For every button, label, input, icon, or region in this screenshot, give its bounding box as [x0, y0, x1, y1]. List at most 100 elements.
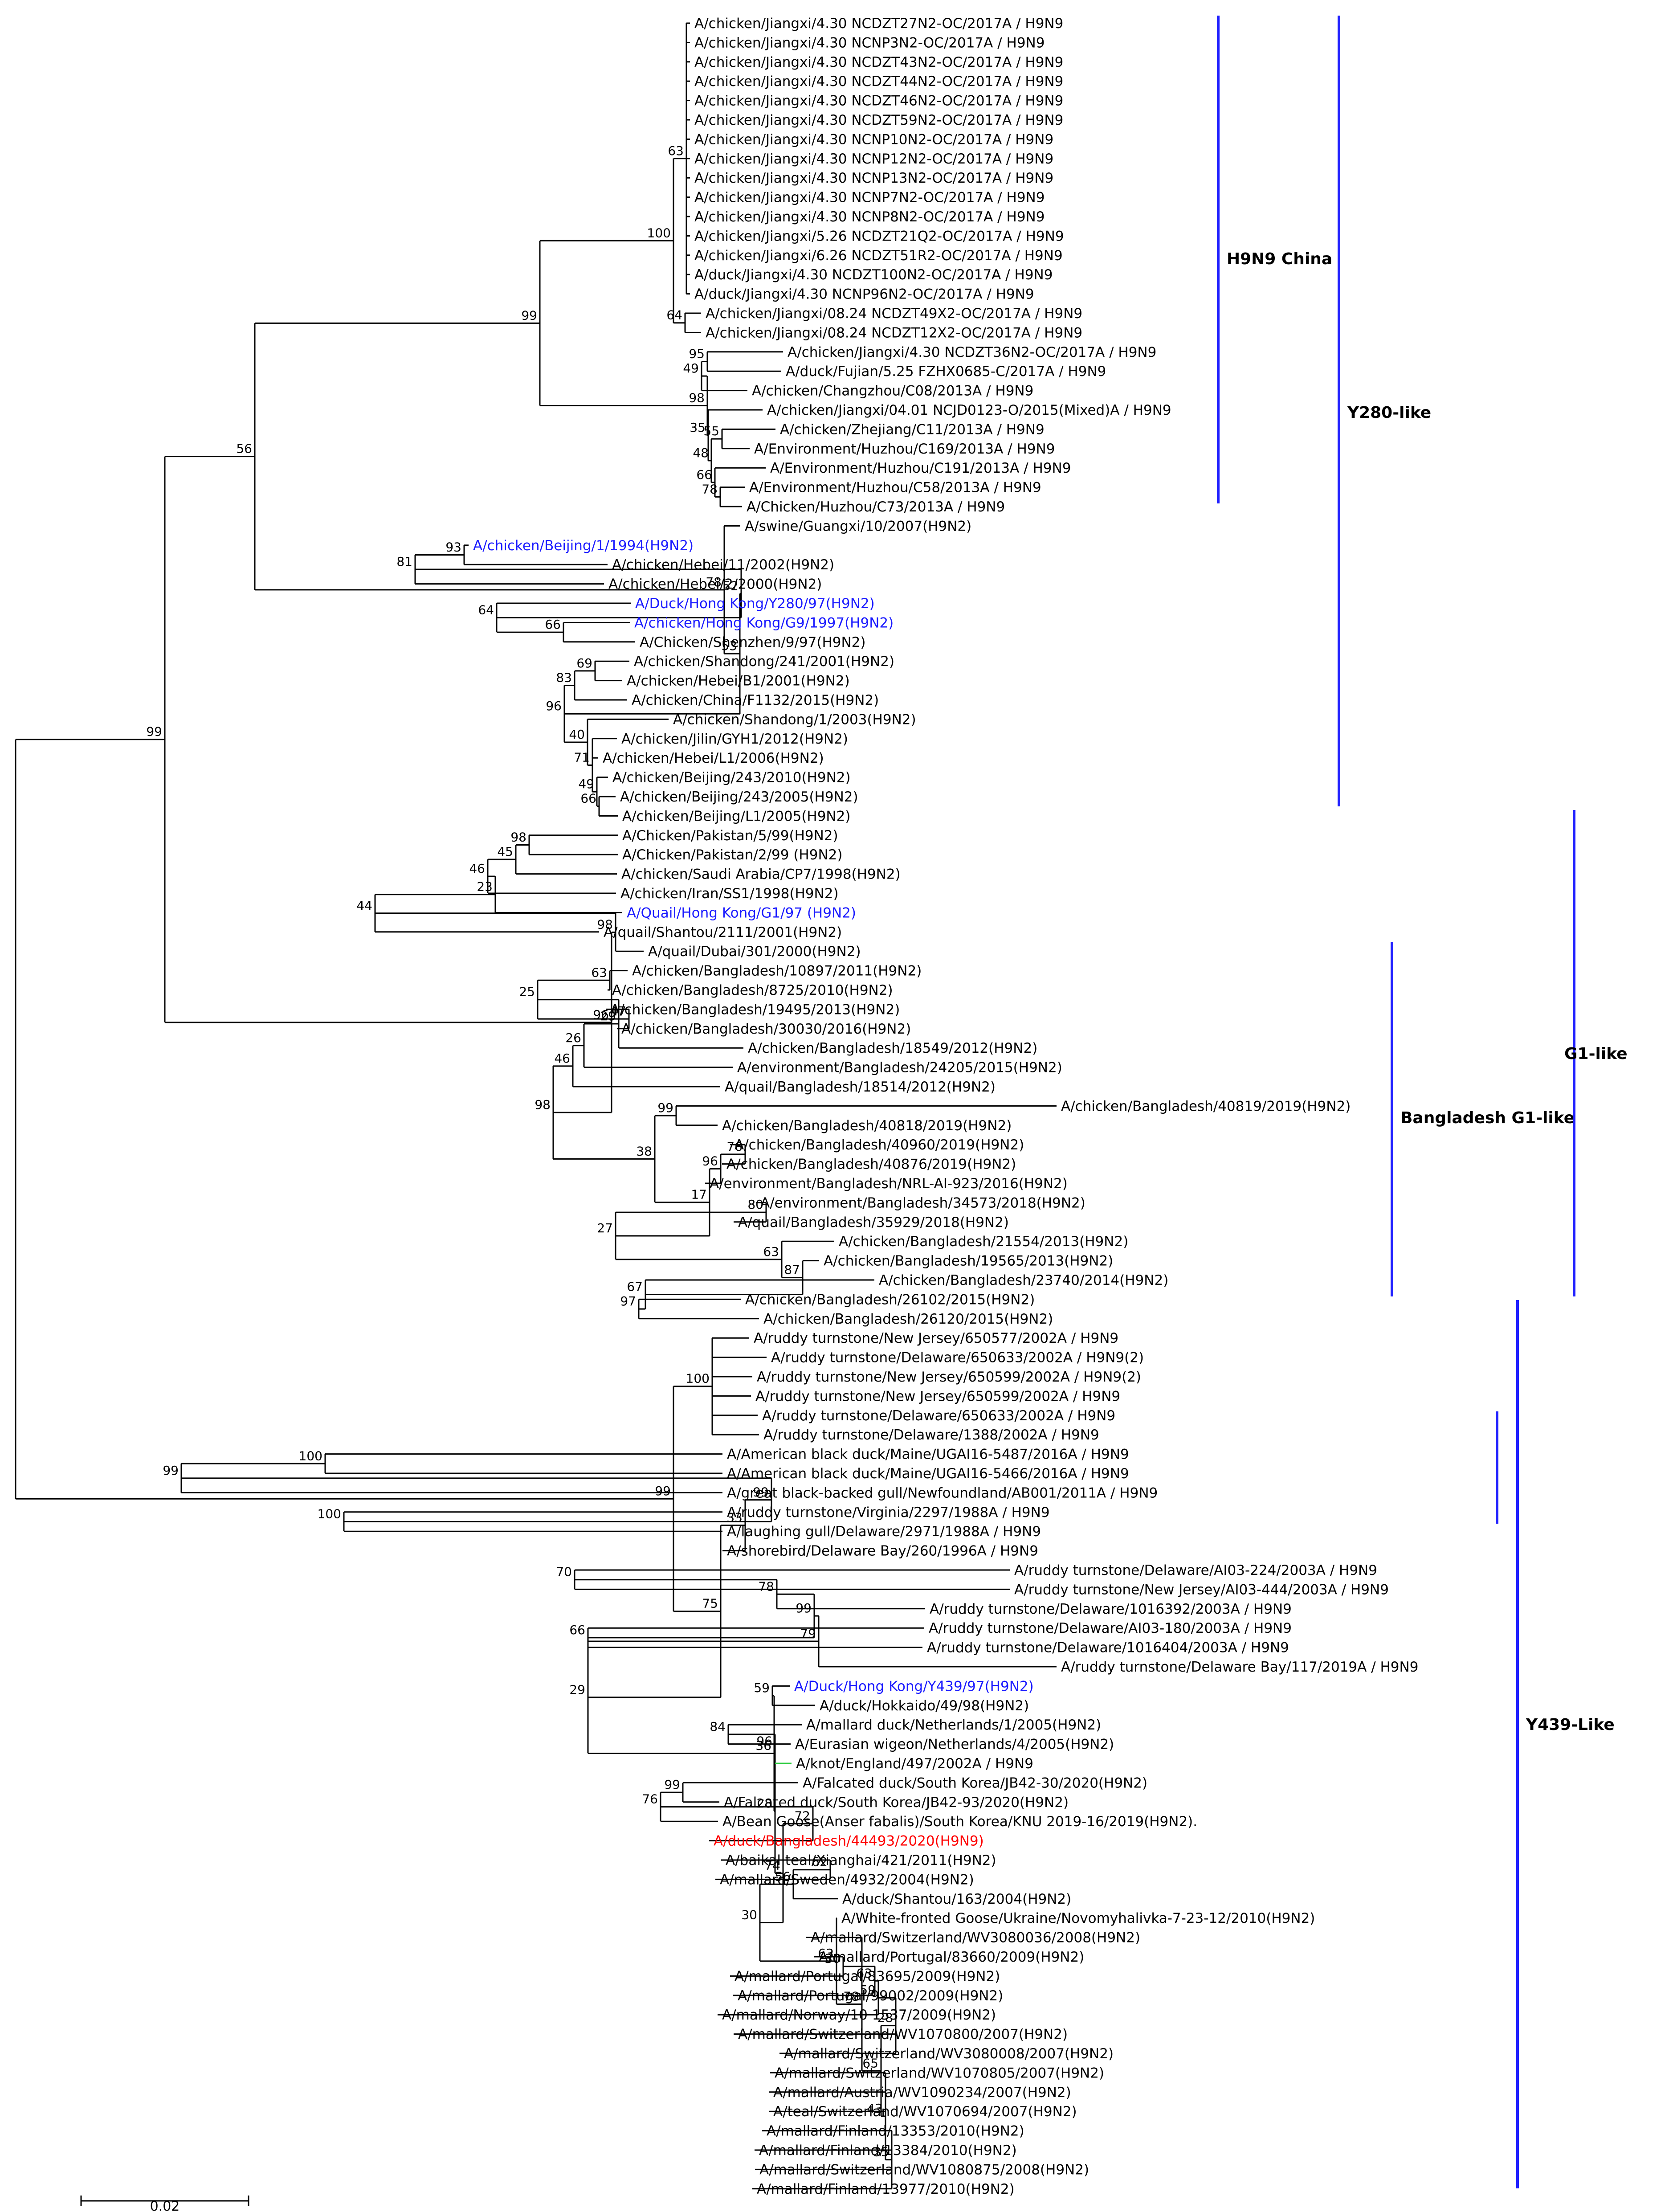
- bootstrap-value: 93: [445, 540, 461, 555]
- taxon-label: A/mallard/Portugal/83695/2009(H9N2): [734, 1968, 1000, 1984]
- bootstrap-value: 95: [689, 347, 705, 361]
- bootstrap-value: 99: [146, 724, 162, 739]
- taxon-label: A/chicken/Beijing/243/2010(H9N2): [612, 770, 851, 786]
- bootstrap-value: 99: [796, 1601, 812, 1615]
- taxon-label: A/chicken/Hebei/11/2002(H9N2): [612, 557, 834, 573]
- taxon-label: A/chicken/Jiangxi/4.30 NCNP10N2-OC/2017A…: [694, 131, 1053, 147]
- bootstrap-value: 40: [569, 727, 585, 742]
- bootstrap-value: 55: [703, 424, 719, 438]
- taxon-labels: A/chicken/Jiangxi/4.30 NCDZT27N2-OC/2017…: [473, 16, 1418, 2197]
- bootstrap-value: 98: [510, 830, 526, 845]
- bootstrap-value: 38: [636, 1144, 652, 1158]
- taxon-label: A/chicken/Hong Kong/G9/1997(H9N2): [634, 615, 894, 631]
- taxon-label: A/duck/Jiangxi/4.30 NCDZT100N2-OC/2017A …: [694, 267, 1053, 283]
- clade-label: G1-like: [1564, 1045, 1628, 1063]
- bootstrap-value: 35: [873, 2145, 889, 2159]
- taxon-label: A/chicken/Jiangxi/04.01 NCJD0123-O/2015(…: [767, 402, 1171, 418]
- taxon-label: A/great black-backed gull/Newfoundland/A…: [727, 1485, 1158, 1501]
- taxon-label: A/Chicken/Pakistan/2/99 (H9N2): [622, 847, 842, 863]
- taxon-label: A/Duck/Hong Kong/Y439/97(H9N2): [794, 1678, 1034, 1694]
- taxon-label: A/mallard duck/Netherlands/1/2005(H9N2): [806, 1717, 1101, 1733]
- bootstrap-value: 33: [726, 1510, 743, 1525]
- bootstrap-value: 47: [610, 1004, 626, 1018]
- taxon-label: A/chicken/Jiangxi/08.24 NCDZT49X2-OC/201…: [706, 306, 1082, 322]
- taxon-label: A/environment/Bangladesh/NRL-AI-923/2016…: [710, 1176, 1068, 1192]
- taxon-label: A/chicken/Jiangxi/4.30 NCNP7N2-OC/2017A …: [694, 190, 1045, 206]
- bootstrap-value: 99: [521, 308, 537, 323]
- bootstrap-value: 29: [569, 1682, 585, 1697]
- taxon-label: A/chicken/Bangladesh/26102/2015(H9N2): [745, 1292, 1035, 1308]
- bootstrap-value: 79: [800, 1626, 816, 1641]
- taxon-label: A/quail/Shantou/2111/2001(H9N2): [604, 924, 842, 940]
- bootstrap-value: 49: [683, 361, 699, 376]
- taxon-label: A/mallard/Austria/WV1090234/2007(H9N2): [773, 2085, 1071, 2101]
- bootstrap-value: 98: [535, 1097, 551, 1112]
- bootstrap-value: 63: [668, 143, 684, 158]
- taxon-label: A/chicken/Jiangxi/4.30 NCNP3N2-OC/2017A …: [694, 35, 1045, 51]
- bootstrap-value: 66: [569, 1623, 585, 1637]
- bootstrap-value: 87: [784, 1263, 800, 1277]
- taxon-label: A/chicken/Shandong/241/2001(H9N2): [634, 654, 894, 670]
- taxon-label: A/chicken/Jiangxi/4.30 NCDZT46N2-OC/2017…: [694, 93, 1063, 109]
- taxon-label: A/chicken/Jiangxi/4.30 NCNP8N2-OC/2017A …: [694, 209, 1045, 225]
- taxon-label: A/chicken/Bangladesh/40819/2019(H9N2): [1061, 1098, 1351, 1114]
- bootstrap-value: 56: [236, 442, 252, 456]
- bootstrap-value: 27: [597, 1221, 613, 1235]
- bootstrap-value: 80: [747, 1197, 763, 1212]
- bootstrap-value: 46: [469, 861, 485, 876]
- bootstrap-value: 63: [856, 1966, 872, 1980]
- bootstrap-value: 100: [299, 1448, 322, 1463]
- taxon-label: A/mallard/Finland/13384/2010(H9N2): [759, 2142, 1017, 2159]
- bootstrap-value: 65: [862, 2056, 878, 2070]
- bootstrap-value: 35: [690, 420, 706, 435]
- taxon-label: A/quail/Bangladesh/18514/2012(H9N2): [725, 1079, 996, 1095]
- taxon-label: A/mallard/Finland/13977/2010(H9N2): [757, 2181, 1015, 2197]
- bootstrap-value: 43: [867, 2101, 883, 2116]
- bootstrap-value: 46: [554, 1051, 570, 1066]
- bootstrap-value: 98: [597, 917, 613, 932]
- taxon-label: A/chicken/Saudi Arabia/CP7/1998(H9N2): [621, 867, 901, 883]
- taxon-label: A/duck/Hokkaido/49/98(H9N2): [820, 1698, 1029, 1714]
- taxon-label: A/environment/Bangladesh/24205/2015(H9N2…: [737, 1060, 1062, 1076]
- taxon-label: A/laughing gull/Delaware/2971/1988A / H9…: [727, 1524, 1041, 1540]
- taxon-label: A/mallard/Sweden/4932/2004(H9N2): [720, 1872, 974, 1888]
- taxon-label: A/mallard/Switzerland/WV3080036/2008(H9N…: [811, 1930, 1140, 1946]
- tree-branches: [15, 22, 1057, 2190]
- taxon-label: A/chicken/Jiangxi/6.26 NCDZT51R2-OC/2017…: [694, 248, 1063, 264]
- taxon-label: A/shorebird/Delaware Bay/260/1996A / H9N…: [727, 1543, 1038, 1559]
- taxon-label: A/duck/Shantou/163/2004(H9N2): [842, 1891, 1071, 1907]
- bootstrap-value: 52: [722, 578, 739, 593]
- taxon-label: A/Environment/Huzhou/C191/2013A / H9N9: [770, 460, 1071, 476]
- taxon-label: A/chicken/Jiangxi/4.30 NCDZT44N2-OC/2017…: [694, 74, 1063, 90]
- bootstrap-value: 81: [396, 554, 412, 569]
- taxon-label: A/Environment/Huzhou/C169/2013A / H9N9: [754, 441, 1055, 457]
- taxon-label: A/chicken/Bangladesh/40876/2019(H9N2): [726, 1157, 1016, 1173]
- taxon-label: A/ruddy turnstone/Delaware/1016404/2003A…: [927, 1640, 1289, 1656]
- bootstrap-value: 63: [818, 1946, 834, 1961]
- taxon-label: A/ruddy turnstone/Delaware/AI03-180/2003…: [929, 1620, 1292, 1636]
- taxon-label: A/chicken/Beijing/243/2005(H9N2): [620, 789, 858, 805]
- bootstrap-value: 78: [702, 482, 718, 496]
- bootstrap-values: 6364100954955786648359899938166645269836…: [146, 143, 893, 2159]
- taxon-label: A/knot/England/497/2002A / H9N9: [796, 1756, 1033, 1772]
- bootstrap-value: 53: [721, 638, 737, 653]
- taxon-label: A/chicken/China/F1132/2015(H9N2): [632, 692, 879, 708]
- taxon-label: A/chicken/Bangladesh/40818/2019(H9N2): [722, 1118, 1012, 1134]
- taxon-label: A/ruddy turnstone/New Jersey/650577/2002…: [754, 1330, 1118, 1346]
- taxon-label: A/chicken/Jiangxi/5.26 NCDZT21Q2-OC/2017…: [694, 228, 1064, 244]
- taxon-label: A/chicken/Bangladesh/30030/2016(H9N2): [621, 1021, 911, 1037]
- bootstrap-value: 78: [758, 1579, 774, 1594]
- bootstrap-value: 66: [545, 617, 561, 632]
- taxon-label: A/chicken/Bangladesh/8725/2010(H9N2): [612, 982, 893, 998]
- bootstrap-value: 62: [812, 1855, 828, 1869]
- bootstrap-value: 25: [519, 985, 535, 999]
- taxon-label: A/swine/Guangxi/10/2007(H9N2): [745, 518, 971, 534]
- bootstrap-value: 99: [753, 1485, 769, 1500]
- taxon-label: A/chicken/Jiangxi/4.30 NCDZT43N2-OC/2017…: [694, 54, 1063, 70]
- bootstrap-value: 99: [657, 1100, 673, 1115]
- bootstrap-value: 97: [620, 1294, 636, 1308]
- taxon-label: A/chicken/Jilin/GYH1/2012(H9N2): [621, 731, 848, 747]
- taxon-label: A/environment/Bangladesh/34573/2018(H9N2…: [760, 1195, 1085, 1211]
- bootstrap-value: 69: [576, 656, 592, 671]
